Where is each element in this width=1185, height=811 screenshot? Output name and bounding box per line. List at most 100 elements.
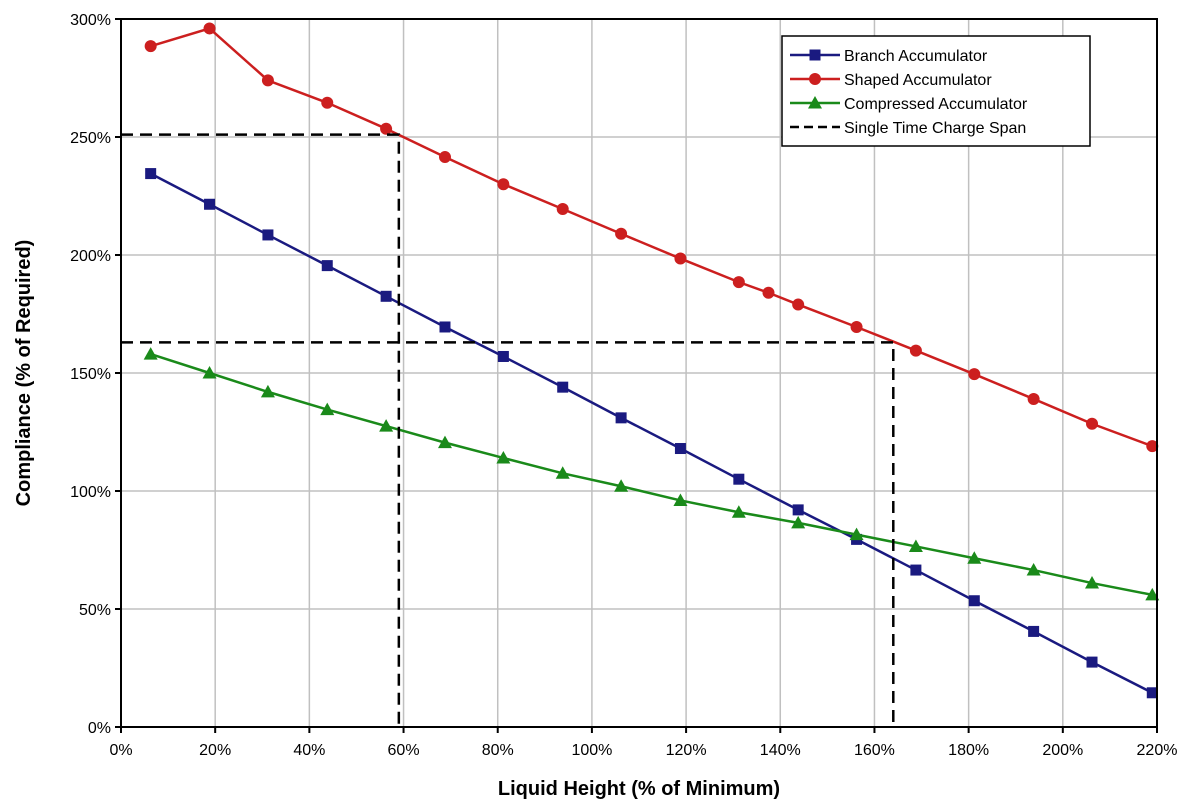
circle-marker <box>1027 392 1040 405</box>
x-tick-label: 60% <box>388 742 420 759</box>
series-line <box>121 133 401 727</box>
square-marker <box>145 168 157 180</box>
x-axis-tick-labels: 0% 20% 40% 60% 80% 100% 120% 140% 160% 180% 200% 22… <box>109 727 1177 759</box>
triangle-marker <box>437 435 452 449</box>
y-tick-label: 50% <box>79 602 111 619</box>
y-axis-tick-labels: 0% 50% 100% 150% 200% 250% 300% <box>70 12 121 737</box>
y-tick-label: 100% <box>70 484 111 501</box>
x-tick-label: 40% <box>293 742 325 759</box>
triangle-marker <box>260 384 275 398</box>
circle-marker <box>674 252 687 265</box>
legend-item: Compressed Accumulator <box>790 96 1028 113</box>
circle-marker <box>850 320 863 333</box>
square-marker <box>968 595 980 607</box>
x-tick-label: 120% <box>666 742 707 759</box>
square-marker <box>615 412 627 424</box>
legend-label: Shaped Accumulator <box>844 72 992 89</box>
square-marker <box>792 504 804 516</box>
circle-marker <box>438 151 451 164</box>
x-tick-label: 160% <box>854 742 895 759</box>
triangle-marker <box>908 539 923 552</box>
y-tick-label: 200% <box>70 248 111 265</box>
square-marker <box>910 564 922 576</box>
circle-marker <box>792 298 805 311</box>
triangle-marker <box>967 551 982 564</box>
square-marker <box>1086 656 1098 668</box>
circle-marker <box>762 286 775 299</box>
series-line <box>150 352 1153 597</box>
square-marker <box>674 443 686 455</box>
series-compressed-accumulator <box>143 347 1160 601</box>
series-single-time-charge-span <box>121 133 401 727</box>
circle-marker <box>497 178 510 191</box>
circle-marker <box>809 73 821 85</box>
triangle-marker <box>1026 563 1041 576</box>
triangle-marker <box>555 466 570 479</box>
triangle-marker <box>143 347 158 360</box>
legend-item: Shaped Accumulator <box>790 72 992 89</box>
square-marker <box>380 290 392 302</box>
circle-marker <box>909 344 922 357</box>
y-tick-label: 150% <box>70 366 111 383</box>
square-marker <box>204 198 216 210</box>
x-tick-label: 180% <box>948 742 989 759</box>
y-axis-title: Compliance (% of Required) <box>13 240 35 507</box>
triangle-marker <box>849 527 864 541</box>
circle-marker <box>380 122 393 135</box>
triangle-marker <box>320 402 335 416</box>
x-tick-label: 220% <box>1137 742 1178 759</box>
circle-marker <box>261 74 274 87</box>
triangle-marker <box>1145 587 1160 601</box>
plot-area-border <box>120 18 1158 728</box>
legend-item: Single Time Charge Span <box>790 120 1026 137</box>
square-marker <box>497 350 509 362</box>
x-tick-label: 20% <box>199 742 231 759</box>
square-marker <box>733 473 745 485</box>
square-marker <box>439 321 451 333</box>
triangle-marker <box>496 450 511 464</box>
triangle-marker <box>614 479 629 492</box>
triangle-marker <box>808 96 822 109</box>
circle-marker <box>556 202 569 215</box>
x-axis-title: Liquid Height (% of Minimum) <box>498 778 780 800</box>
series-line <box>150 172 1153 694</box>
circle-marker <box>1146 440 1159 453</box>
circle-marker <box>203 22 216 35</box>
circle-marker <box>321 96 334 109</box>
square-marker <box>321 260 333 272</box>
triangle-marker <box>673 493 688 506</box>
circle-marker <box>615 227 628 240</box>
circle-marker <box>732 276 745 289</box>
square-marker <box>1028 625 1040 637</box>
series-shaped-accumulator <box>144 22 1159 453</box>
circle-marker <box>968 368 981 381</box>
legend-label: Branch Accumulator <box>844 48 988 65</box>
y-tick-label: 250% <box>70 130 111 147</box>
legend: Branch Accumulator Shaped Accumulator Comp… <box>781 35 1091 147</box>
x-tick-label: 80% <box>482 742 514 759</box>
data-series <box>121 22 1160 727</box>
series-line <box>121 341 895 727</box>
triangle-marker <box>1085 576 1100 589</box>
legend-label: Single Time Charge Span <box>844 120 1026 137</box>
square-marker <box>262 229 274 241</box>
y-tick-label: 0% <box>88 720 111 737</box>
legend-label: Compressed Accumulator <box>844 96 1028 113</box>
triangle-marker <box>379 419 394 432</box>
circle-marker <box>1086 417 1099 430</box>
legend-item: Branch Accumulator <box>790 48 988 65</box>
series-branch-accumulator <box>145 168 1158 699</box>
triangle-marker <box>791 515 806 529</box>
square-marker <box>1146 687 1158 699</box>
y-tick-label: 300% <box>70 12 111 29</box>
square-marker <box>557 381 569 393</box>
x-tick-label: 140% <box>760 742 801 759</box>
square-marker <box>809 49 821 61</box>
triangle-marker <box>202 366 217 379</box>
x-tick-label: 0% <box>109 742 132 759</box>
series-reference-line <box>121 341 895 727</box>
x-tick-label: 100% <box>571 742 612 759</box>
circle-marker <box>144 40 157 53</box>
triangle-marker <box>731 505 746 518</box>
